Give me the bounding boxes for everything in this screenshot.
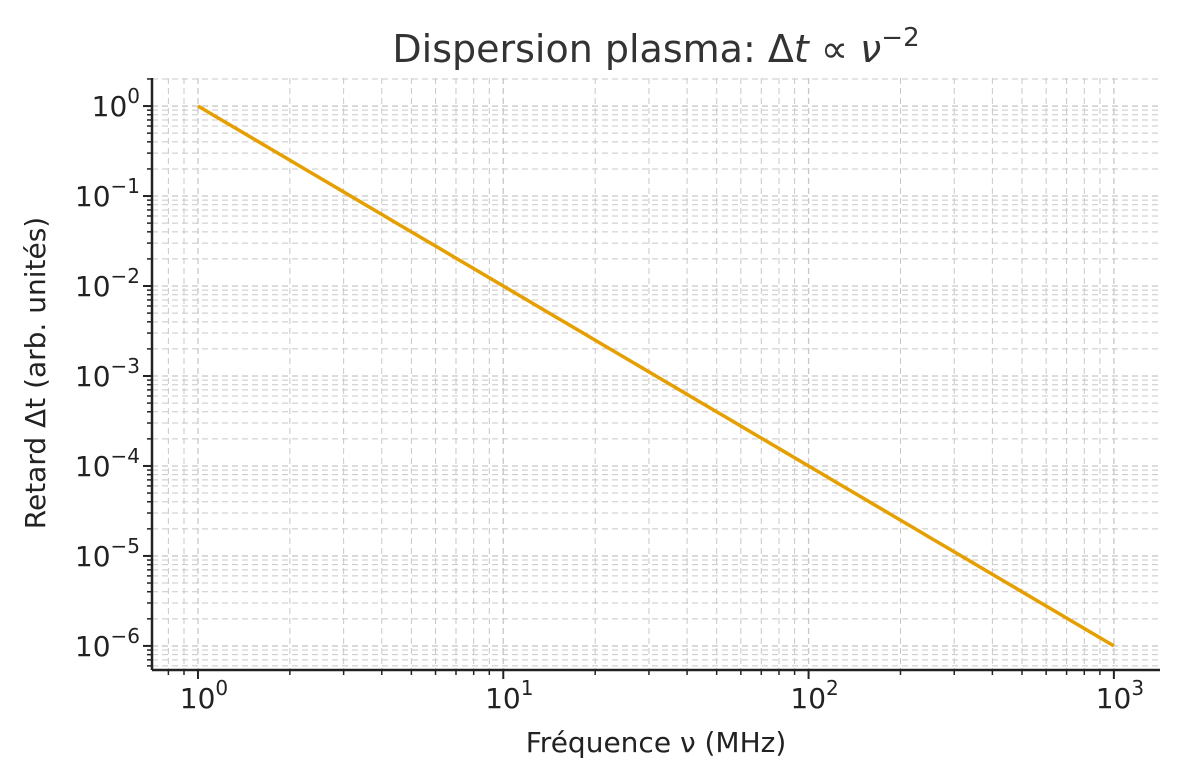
y-tick-label: 10−5: [75, 534, 140, 573]
y-tick-label: 10−4: [75, 444, 140, 483]
x-tick-label: 101: [485, 676, 533, 715]
y-tick-label: 10−6: [75, 624, 140, 663]
series-line: [197, 104, 1115, 648]
x-axis-label: Fréquence ν (MHz): [526, 726, 787, 759]
y-axis-label: Retard Δt (arb. unités): [19, 217, 52, 529]
series-layer: [197, 104, 1115, 648]
chart-title: Dispersion plasma: Δt ∝ ν−2: [392, 23, 919, 71]
y-tick-label: 100: [92, 84, 140, 123]
x-tick-label: 102: [790, 676, 838, 715]
y-tick-label: 10−1: [75, 174, 140, 213]
x-tick-label: 100: [180, 676, 228, 715]
y-tick-label: 10−2: [75, 264, 140, 303]
grid: [152, 78, 1160, 670]
axes: 100 101 102 103 100 10−1 10−2 10−3 10−4 10−5 10−6: [75, 78, 1160, 715]
x-tick-label: 103: [1096, 676, 1144, 715]
y-tick-label: 10−3: [75, 354, 140, 393]
